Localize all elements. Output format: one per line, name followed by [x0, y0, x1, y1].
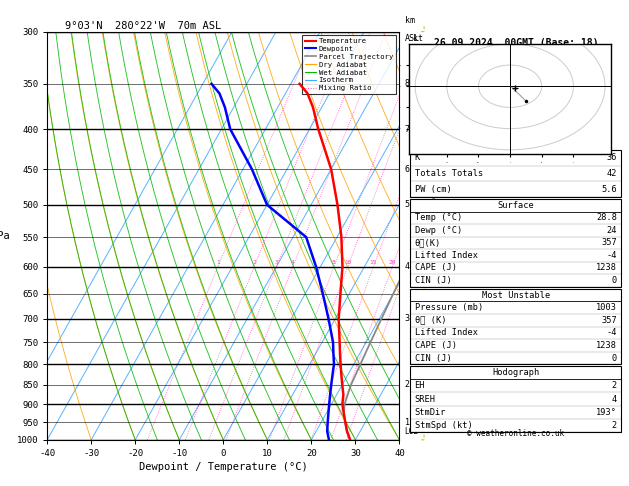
Text: 4: 4 [291, 260, 294, 264]
Text: Surface: Surface [498, 201, 534, 210]
Text: 10: 10 [344, 260, 352, 264]
Text: Totals Totals: Totals Totals [415, 169, 483, 178]
Text: Most Unstable: Most Unstable [482, 291, 550, 299]
Text: K: K [415, 153, 420, 162]
Text: CAPE (J): CAPE (J) [415, 263, 457, 273]
Text: 20: 20 [389, 260, 396, 264]
Text: km: km [404, 17, 415, 25]
Text: Mixing Ratio (g/kg): Mixing Ratio (g/kg) [430, 188, 439, 283]
Text: 1238: 1238 [596, 263, 617, 273]
Text: 0: 0 [612, 276, 617, 285]
Legend: Temperature, Dewpoint, Parcel Trajectory, Dry Adiabat, Wet Adiabat, Isotherm, Mi: Temperature, Dewpoint, Parcel Trajectory… [302, 35, 396, 94]
Text: StmDir: StmDir [415, 408, 446, 417]
Bar [410, 199, 621, 287]
Text: 1: 1 [216, 260, 220, 264]
Text: StmSpd (kt): StmSpd (kt) [415, 421, 472, 430]
Text: Pressure (mb): Pressure (mb) [415, 303, 483, 312]
Text: θᴄ(K): θᴄ(K) [415, 238, 441, 247]
Text: 1: 1 [404, 418, 409, 427]
Text: Lifted Index: Lifted Index [415, 251, 477, 260]
Text: LCL: LCL [404, 427, 418, 435]
Text: PW (cm): PW (cm) [415, 185, 451, 193]
Text: 0: 0 [612, 353, 617, 363]
Text: SREH: SREH [415, 395, 435, 403]
Text: 9°03'N  280°22'W  70m ASL: 9°03'N 280°22'W 70m ASL [65, 21, 221, 31]
Text: 1003: 1003 [596, 303, 617, 312]
Text: 7: 7 [404, 124, 409, 134]
Text: © weatheronline.co.uk: © weatheronline.co.uk [467, 429, 564, 438]
Text: 193°: 193° [596, 408, 617, 417]
Text: ASL: ASL [404, 34, 420, 43]
Text: 2: 2 [612, 382, 617, 390]
Text: CAPE (J): CAPE (J) [415, 341, 457, 350]
Text: Lifted Index: Lifted Index [415, 329, 477, 337]
Text: Dewp (°C): Dewp (°C) [415, 226, 462, 235]
Text: 2: 2 [252, 260, 256, 264]
Text: 28.8: 28.8 [596, 213, 617, 222]
Text: 24: 24 [606, 226, 617, 235]
Text: EH: EH [415, 382, 425, 390]
Y-axis label: hPa: hPa [0, 231, 9, 241]
Text: 6: 6 [404, 165, 409, 174]
Text: 3: 3 [275, 260, 279, 264]
Text: -4: -4 [606, 329, 617, 337]
Text: 5: 5 [404, 200, 409, 209]
X-axis label: Dewpoint / Temperature (°C): Dewpoint / Temperature (°C) [139, 462, 308, 472]
Text: 1238: 1238 [596, 341, 617, 350]
Text: CIN (J): CIN (J) [415, 276, 451, 285]
Text: θᴄ (K): θᴄ (K) [415, 316, 446, 325]
Text: Hodograph: Hodograph [492, 368, 540, 377]
Text: 36: 36 [606, 153, 617, 162]
Bar [410, 366, 621, 432]
Bar [410, 289, 621, 364]
Text: Temp (°C): Temp (°C) [415, 213, 462, 222]
Text: 3: 3 [404, 314, 409, 323]
Text: 5.6: 5.6 [601, 185, 617, 193]
Text: -4: -4 [606, 251, 617, 260]
Text: 4: 4 [404, 262, 409, 271]
Text: 26.09.2024  00GMT (Base: 18): 26.09.2024 00GMT (Base: 18) [433, 38, 598, 48]
Text: 15: 15 [370, 260, 377, 264]
Text: 2: 2 [404, 380, 409, 389]
Text: 357: 357 [601, 316, 617, 325]
Text: 357: 357 [601, 238, 617, 247]
Text: 42: 42 [606, 169, 617, 178]
Text: 8: 8 [332, 260, 336, 264]
Text: kt: kt [413, 34, 423, 43]
Text: 4: 4 [612, 395, 617, 403]
Bar [410, 150, 621, 197]
Text: 2: 2 [612, 421, 617, 430]
Text: 8: 8 [404, 79, 409, 88]
Text: CIN (J): CIN (J) [415, 353, 451, 363]
